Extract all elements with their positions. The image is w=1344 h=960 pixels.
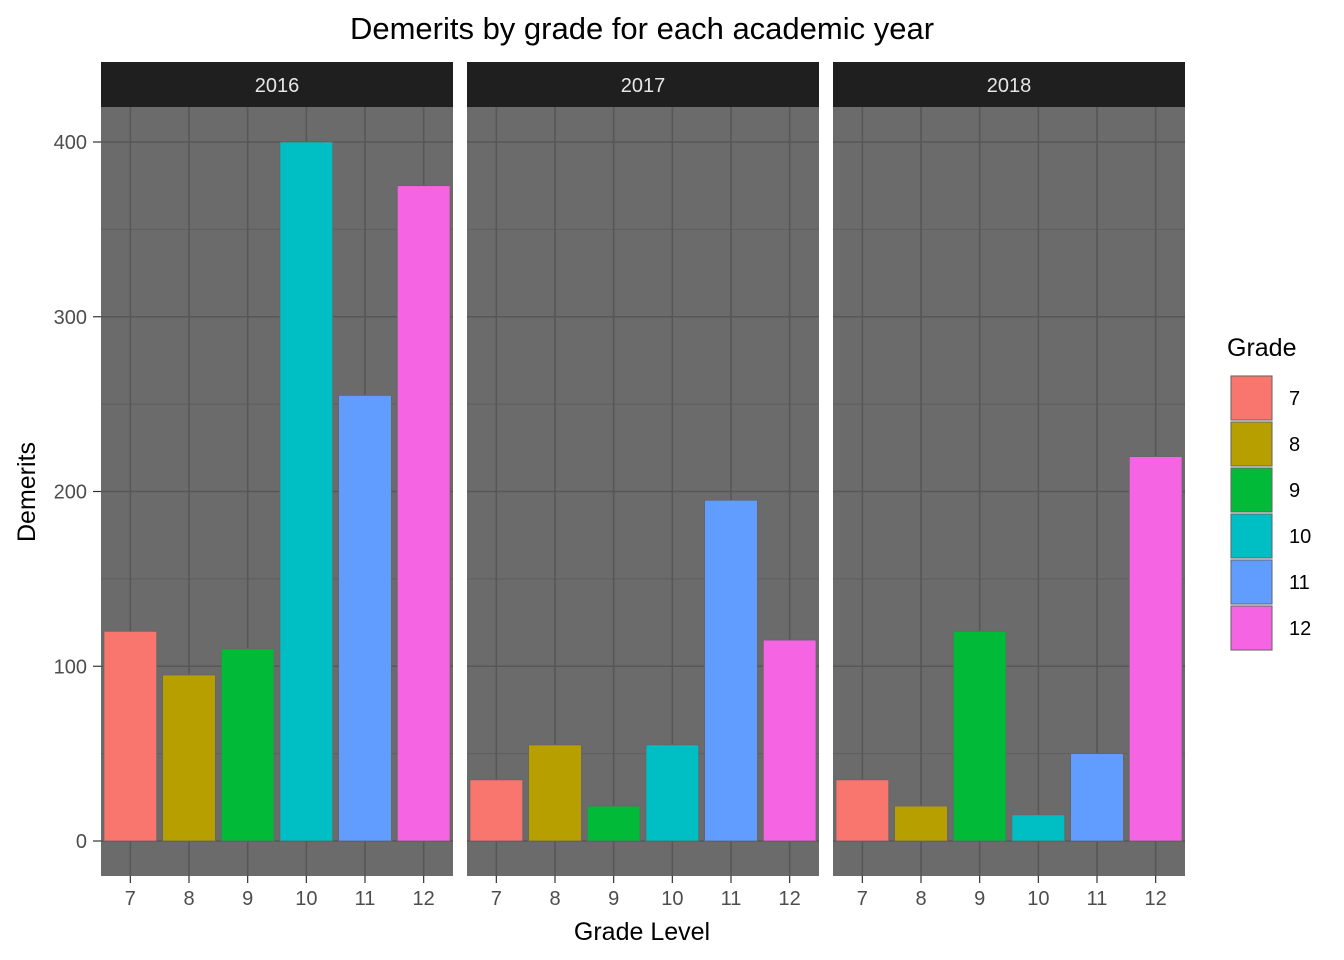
x-tick-label: 10 <box>1027 888 1049 910</box>
legend-swatch-9 <box>1230 467 1273 513</box>
x-tick-label: 10 <box>295 888 317 910</box>
x-tick-label: 12 <box>413 888 435 910</box>
facet-strip-label: 2017 <box>621 75 666 97</box>
x-tick-label: 8 <box>183 888 194 910</box>
bar-2016-grade-9 <box>220 648 275 842</box>
legend-label-9: 9 <box>1289 480 1300 502</box>
bar-2016-grade-12 <box>396 185 451 842</box>
legend-swatch-11 <box>1230 559 1273 605</box>
y-tick-label: 100 <box>54 656 87 678</box>
bar-2018-grade-9 <box>952 630 1007 842</box>
x-tick-label: 10 <box>661 888 683 910</box>
y-axis: 0 100 200 300 400 <box>54 132 101 853</box>
legend-swatch-8 <box>1230 421 1273 467</box>
bar-2017-grade-10 <box>645 744 700 842</box>
legend-title: Grade <box>1227 334 1296 362</box>
bar-2017-grade-9 <box>586 805 641 842</box>
x-tick-label: 11 <box>1087 888 1108 910</box>
bar-2016-grade-10 <box>279 141 334 842</box>
x-tick-label: 11 <box>721 888 742 910</box>
facet-panel-2016: 2016 7 8 9 10 11 12 <box>101 62 453 910</box>
bar-2016-grade-11 <box>338 394 392 842</box>
x-tick-label: 7 <box>857 888 868 910</box>
facet-panel-2018: 2018 7 8 9 10 11 12 <box>833 62 1185 910</box>
legend-label-8: 8 <box>1289 434 1300 456</box>
x-tick-label: 11 <box>355 888 376 910</box>
bar-2018-grade-10 <box>1011 814 1066 842</box>
x-tick-label: 12 <box>779 888 801 910</box>
y-tick-label: 300 <box>54 307 87 329</box>
bar-2017-grade-8 <box>528 744 582 842</box>
bar-2018-grade-7 <box>835 779 890 842</box>
y-tick-label: 0 <box>76 831 87 853</box>
legend-label-7: 7 <box>1289 388 1300 410</box>
x-tick-label: 7 <box>491 888 502 910</box>
bar-2018-grade-8 <box>894 805 948 842</box>
x-tick-label: 9 <box>242 888 253 910</box>
bar-2018-grade-12 <box>1128 456 1183 842</box>
x-tick-label: 8 <box>549 888 560 910</box>
facet-panel-2017: 2017 7 8 9 10 11 12 <box>467 62 819 910</box>
bar-2016-grade-8 <box>162 674 216 842</box>
bar-2018-grade-11 <box>1070 753 1124 842</box>
legend-label-12: 12 <box>1289 618 1311 640</box>
bar-2017-grade-11 <box>704 499 758 842</box>
chart-title: Demerits by grade for each academic year <box>350 11 934 46</box>
y-tick-label: 400 <box>54 132 87 154</box>
facet-panels: 2016 7 8 9 10 11 12 2017 7 8 9 10 11 12 2018 7 8 9 10 11 12 <box>101 62 1185 910</box>
facet-strip-label: 2016 <box>255 75 300 97</box>
x-axis-title: Grade Level <box>574 918 710 946</box>
legend-swatch-10 <box>1230 513 1273 559</box>
x-tick-label: 9 <box>608 888 619 910</box>
legend-swatch-12 <box>1230 605 1273 651</box>
facet-strip-label: 2018 <box>987 75 1032 97</box>
bar-2016-grade-7 <box>103 630 158 842</box>
legend-label-11: 11 <box>1289 572 1310 594</box>
x-tick-label: 7 <box>125 888 136 910</box>
y-tick-label: 200 <box>54 482 87 504</box>
bar-2017-grade-12 <box>762 639 817 842</box>
legend-swatch-7 <box>1230 375 1273 421</box>
facet-strip <box>467 62 819 107</box>
x-tick-label: 9 <box>974 888 985 910</box>
facet-strip <box>101 62 453 107</box>
x-tick-label: 12 <box>1145 888 1167 910</box>
x-tick-label: 8 <box>915 888 926 910</box>
legend-label-10: 10 <box>1289 526 1311 548</box>
legend: Grade 7 8 9 10 11 12 <box>1227 334 1311 651</box>
facet-strip <box>833 62 1185 107</box>
bar-2017-grade-7 <box>469 779 524 842</box>
y-axis-title: Demerits <box>13 442 41 542</box>
